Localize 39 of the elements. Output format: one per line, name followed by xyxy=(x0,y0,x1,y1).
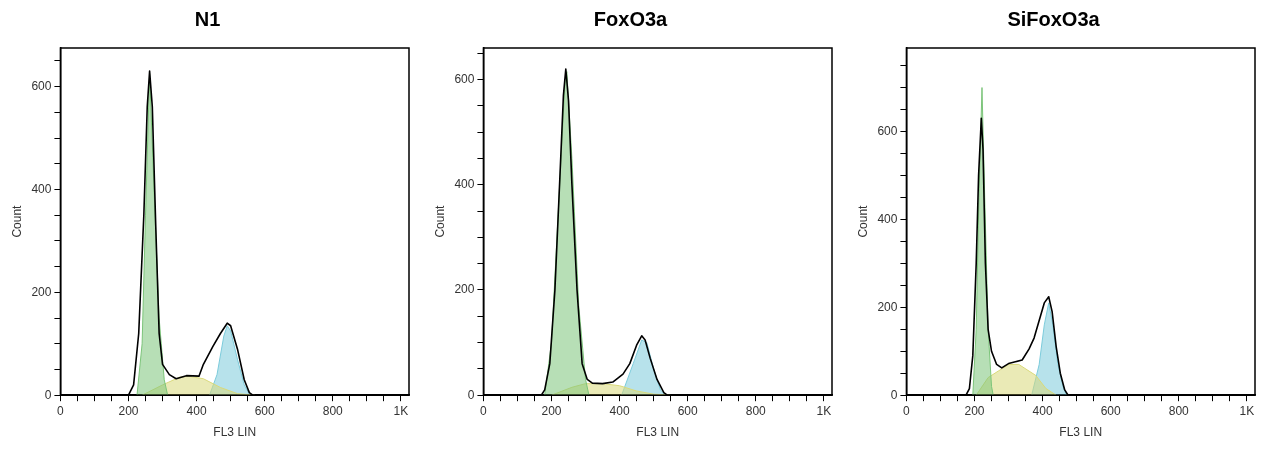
x-tick-label: 1K xyxy=(393,403,409,418)
y-tick-label: 0 xyxy=(44,387,52,402)
y-tick-label: 0 xyxy=(467,387,475,402)
y-axis-title: Count xyxy=(432,204,447,238)
y-tick-label: 400 xyxy=(454,177,475,192)
y-tick-label: 200 xyxy=(454,282,475,297)
x-tick-label: 400 xyxy=(609,403,630,418)
x-tick-label: 800 xyxy=(745,403,767,418)
y-tick-label: 600 xyxy=(877,123,898,138)
chart-title: FoxO3a xyxy=(593,7,669,30)
y-axis-title: Count xyxy=(9,204,24,238)
x-axis-title: FL3 LIN xyxy=(636,425,680,440)
chart-title: N1 xyxy=(194,7,221,30)
y-tick-label: 400 xyxy=(877,211,898,226)
x-tick-label: 200 xyxy=(541,403,562,418)
y-tick-label: 0 xyxy=(890,387,898,402)
y-tick-label: 200 xyxy=(31,284,52,299)
x-tick-label: 1K xyxy=(816,403,832,418)
chart-title: SiFoxO3a xyxy=(1007,7,1101,30)
x-tick-label: 0 xyxy=(480,403,488,418)
y-tick-label: 400 xyxy=(31,181,52,196)
x-tick-label: 600 xyxy=(677,403,698,418)
y-tick-label: 600 xyxy=(31,78,52,93)
x-tick-label: 200 xyxy=(964,403,985,418)
x-tick-label: 600 xyxy=(254,403,275,418)
y-tick-label: 200 xyxy=(877,299,898,314)
x-tick-label: 0 xyxy=(57,403,65,418)
x-tick-label: 800 xyxy=(1168,403,1190,418)
x-tick-label: 200 xyxy=(118,403,139,418)
x-axis-title: FL3 LIN xyxy=(213,425,257,440)
x-tick-label: 400 xyxy=(1032,403,1053,418)
x-tick-label: 800 xyxy=(322,403,344,418)
x-axis-title: FL3 LIN xyxy=(1059,425,1103,440)
x-tick-label: 1K xyxy=(1239,403,1255,418)
y-axis-title: Count xyxy=(855,204,870,238)
x-tick-label: 400 xyxy=(186,403,207,418)
x-tick-label: 600 xyxy=(1100,403,1121,418)
x-tick-label: 0 xyxy=(903,403,911,418)
y-tick-label: 600 xyxy=(454,71,475,86)
